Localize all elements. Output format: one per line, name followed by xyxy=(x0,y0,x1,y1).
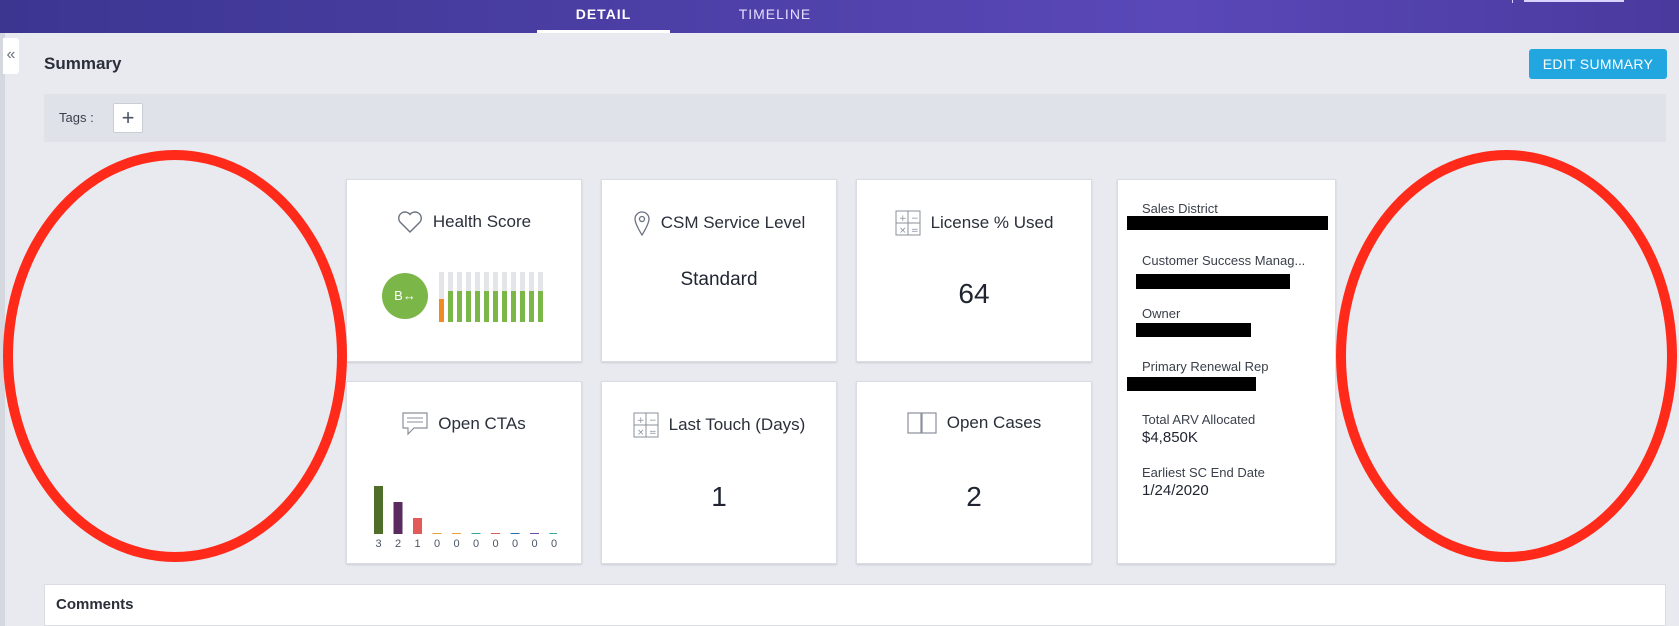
cta-bar xyxy=(471,533,481,534)
health-score-card[interactable]: Health Score B↔ xyxy=(346,179,582,362)
cta-bar xyxy=(530,533,539,534)
open-book-icon xyxy=(907,412,937,434)
annotation-ellipse-left xyxy=(3,150,347,562)
cta-bar xyxy=(374,486,383,534)
cta-bar xyxy=(393,502,403,534)
health-bar xyxy=(457,291,462,322)
cta-count-label: 3 xyxy=(375,538,381,550)
csm-label: Customer Success Manag... xyxy=(1142,253,1306,268)
card-title: Open CTAs xyxy=(438,414,526,433)
page-title: Summary xyxy=(44,54,122,73)
cta-count-label: 0 xyxy=(453,538,459,550)
location-pin-icon xyxy=(634,211,650,236)
health-bar xyxy=(484,291,489,322)
health-bar xyxy=(448,291,453,322)
health-bar xyxy=(493,291,498,322)
card-title: Health Score xyxy=(432,212,532,231)
tags-label: Tags : xyxy=(59,110,94,125)
calculator-icon: + − × = xyxy=(895,210,921,236)
health-bar xyxy=(466,291,471,322)
card-title: CSM Service Level xyxy=(660,213,806,232)
cta-count-label: 1 xyxy=(414,538,420,550)
card-value: 2 xyxy=(966,481,982,512)
speech-bubble-icon xyxy=(402,412,428,436)
sales-district-label: Sales District xyxy=(1142,201,1218,216)
annotation-ellipse-right xyxy=(1336,150,1677,562)
svg-text:+: + xyxy=(899,214,907,224)
open-ctas-card[interactable]: Open CTAs 3 2 1 0 0 0 0 0 0 0 xyxy=(346,381,582,564)
cta-count-label: 0 xyxy=(492,538,498,550)
comments-title: Comments xyxy=(56,596,134,613)
total-arv-value: $4,850K xyxy=(1142,429,1198,446)
health-bar xyxy=(529,291,534,322)
health-bar xyxy=(538,291,543,322)
cta-bar xyxy=(413,518,422,534)
health-bar xyxy=(511,291,516,322)
calculator-icon: + − × = xyxy=(633,412,659,438)
open-ctas-chart: 3 2 1 0 0 0 0 0 0 0 xyxy=(374,486,557,550)
svg-text:×: × xyxy=(637,428,645,438)
sc-end-date-value: 1/24/2020 xyxy=(1142,482,1209,499)
cta-count-label: 0 xyxy=(512,538,518,550)
card-title: Last Touch (Days) xyxy=(668,415,806,434)
health-bar-track xyxy=(439,272,444,322)
redaction-bar xyxy=(1127,216,1328,230)
top-nav-bar: DETAIL TIMELINE xyxy=(0,0,1679,33)
svg-text:−: − xyxy=(649,416,657,426)
health-score-trend xyxy=(439,272,543,322)
tab-detail[interactable]: DETAIL xyxy=(537,0,670,33)
svg-text:+: + xyxy=(637,416,645,426)
cta-bar xyxy=(432,533,442,534)
last-touch-card[interactable]: + − × = Last Touch (Days) 1 xyxy=(601,381,837,564)
open-cases-card[interactable]: Open Cases 2 xyxy=(856,381,1092,564)
sc-end-date-label: Earliest SC End Date xyxy=(1142,465,1265,480)
svg-text:×: × xyxy=(899,226,907,236)
redaction-bar xyxy=(1136,274,1290,289)
svg-text:=: = xyxy=(911,226,919,236)
svg-text:=: = xyxy=(649,428,657,438)
cta-count-label: 0 xyxy=(434,538,440,550)
cta-bar xyxy=(452,533,461,534)
header-divider xyxy=(1512,0,1513,3)
comments-section: Comments xyxy=(44,584,1666,626)
renewal-rep-label: Primary Renewal Rep xyxy=(1142,359,1269,374)
health-bar xyxy=(520,291,525,322)
cta-count-label: 0 xyxy=(473,538,479,550)
left-rail xyxy=(0,33,5,626)
csm-service-level-card[interactable]: CSM Service Level Standard xyxy=(601,179,837,362)
card-value: 1 xyxy=(711,481,727,512)
total-arv-label: Total ARV Allocated xyxy=(1142,412,1256,427)
redaction-bar xyxy=(1127,377,1256,391)
health-score-badge: B↔ xyxy=(382,273,428,319)
cta-bar xyxy=(491,533,500,534)
cta-count-label: 0 xyxy=(531,538,537,550)
edit-summary-button[interactable]: EDIT SUMMARY xyxy=(1529,49,1667,79)
card-title: License % Used xyxy=(930,213,1054,232)
cta-count-label: 0 xyxy=(551,538,557,550)
health-bar xyxy=(439,299,444,322)
health-bar xyxy=(475,291,480,322)
heart-icon xyxy=(397,211,422,233)
health-bar xyxy=(502,291,507,322)
card-value: Standard xyxy=(680,269,758,290)
double-chevron-left-icon[interactable]: « xyxy=(3,38,19,74)
card-title: Open Cases xyxy=(946,413,1042,432)
redaction-bar xyxy=(1136,323,1251,337)
header-link-underline[interactable] xyxy=(1524,0,1624,2)
add-tag-button[interactable]: + xyxy=(113,103,143,133)
owner-label: Owner xyxy=(1142,306,1181,321)
svg-text:−: − xyxy=(911,214,919,224)
tags-bar: Tags : + xyxy=(44,94,1666,142)
account-info-card: Sales District Customer Success Manag...… xyxy=(1117,179,1336,564)
cta-count-label: 2 xyxy=(395,538,401,550)
cta-bar xyxy=(510,533,520,534)
license-used-card[interactable]: + − × = License % Used 64 xyxy=(856,179,1092,362)
tab-timeline[interactable]: TIMELINE xyxy=(738,6,812,22)
cta-bar xyxy=(549,533,557,534)
card-value: 64 xyxy=(958,278,990,309)
